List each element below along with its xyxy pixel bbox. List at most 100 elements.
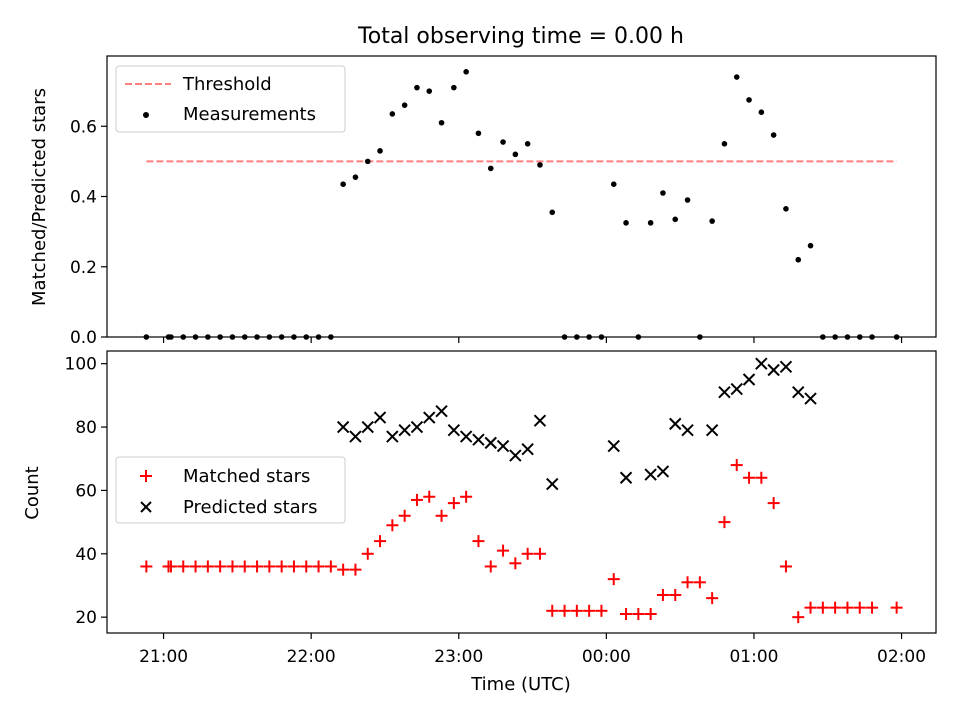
data-point (647, 220, 654, 226)
data-point (656, 465, 670, 478)
data-point (546, 477, 559, 491)
data-point (140, 560, 153, 573)
data-point (804, 392, 817, 405)
data-point (644, 607, 657, 620)
data-point (755, 471, 768, 484)
data-point (337, 563, 350, 576)
y-tick-label: 0.6 (70, 117, 97, 137)
top-legend: Threshold Measurements (115, 65, 346, 133)
bottom-y-ticks: 20 40 60 80 100 (65, 355, 107, 628)
bottom-legend: Matched stars Predicted stars (115, 456, 346, 524)
data-point (570, 604, 583, 617)
x-tick-label: 01:00 (729, 647, 778, 667)
data-point (607, 439, 620, 453)
data-point (472, 535, 485, 548)
data-point (598, 334, 605, 340)
x-axis-label: Time (UTC) (470, 674, 571, 695)
data-point (537, 162, 543, 168)
data-point (377, 148, 383, 154)
data-point (721, 141, 728, 147)
data-point (192, 334, 199, 340)
data-point (816, 601, 829, 614)
data-point (447, 497, 460, 510)
data-point (435, 509, 448, 522)
data-point (730, 382, 743, 396)
data-point (669, 417, 682, 431)
data-point (730, 459, 743, 472)
data-point (509, 449, 522, 462)
data-point (291, 334, 297, 340)
x-tick-label: 00:00 (582, 647, 631, 667)
data-point (497, 544, 510, 557)
data-point (656, 588, 669, 601)
data-point (460, 490, 473, 503)
legend-matched-swatch (140, 470, 152, 482)
data-point (512, 151, 519, 158)
data-point (423, 411, 436, 424)
series-matched-stars (140, 459, 903, 624)
data-point (586, 334, 592, 340)
top-y-axis-label: Matched/Predicted stars (29, 88, 50, 306)
data-point (705, 424, 719, 437)
data-point (487, 165, 494, 172)
data-point (238, 560, 251, 573)
data-point (451, 84, 457, 91)
data-point (484, 436, 497, 450)
data-point (324, 560, 337, 573)
legend-predicted-swatch (140, 501, 152, 513)
data-point (619, 471, 633, 484)
data-point (201, 560, 214, 573)
data-point (853, 601, 866, 614)
data-point (623, 220, 629, 226)
y-tick-label: 60 (75, 481, 97, 501)
data-point (500, 139, 506, 145)
data-point (266, 334, 273, 340)
data-point (709, 218, 715, 224)
y-tick-label: 80 (75, 418, 97, 438)
data-point (524, 141, 531, 147)
bottom-panel: 20 40 60 80 100 21:00 22:00 23:00 00:00 01:00 02:… (22, 350, 937, 667)
data-point (832, 334, 838, 340)
data-point (767, 363, 780, 377)
data-point (607, 573, 620, 586)
data-point (426, 88, 433, 94)
data-point (521, 547, 534, 560)
data-point (672, 216, 679, 223)
y-tick-label: 40 (75, 545, 97, 565)
data-point (755, 357, 768, 370)
data-point (438, 119, 445, 126)
data-point (189, 560, 202, 573)
data-point (783, 205, 789, 212)
data-point (214, 560, 227, 573)
data-point (549, 209, 556, 216)
data-point (779, 360, 793, 374)
data-point (804, 601, 817, 614)
data-point (558, 604, 571, 617)
data-point (398, 509, 411, 522)
data-point (866, 601, 879, 614)
data-point (254, 334, 260, 340)
data-point (315, 334, 322, 340)
data-point (521, 443, 534, 456)
data-point (263, 560, 276, 573)
data-point (303, 334, 310, 340)
series-predicted-stars (336, 357, 817, 491)
data-point (423, 490, 436, 503)
data-point (574, 334, 580, 340)
data-point (829, 601, 842, 614)
data-point (312, 560, 325, 573)
data-point (389, 111, 396, 117)
data-point (374, 535, 387, 548)
data-point (349, 430, 362, 443)
data-point (410, 420, 424, 434)
data-point (795, 256, 802, 263)
bottom-series (140, 357, 903, 624)
data-point (336, 420, 350, 434)
y-tick-label: 0.2 (70, 258, 97, 278)
data-point (770, 132, 777, 138)
top-legend-box (115, 65, 346, 133)
data-point (435, 404, 448, 418)
bottom-plot-frame (106, 350, 937, 634)
x-tick-label: 22:00 (287, 647, 336, 667)
data-point (414, 84, 420, 91)
